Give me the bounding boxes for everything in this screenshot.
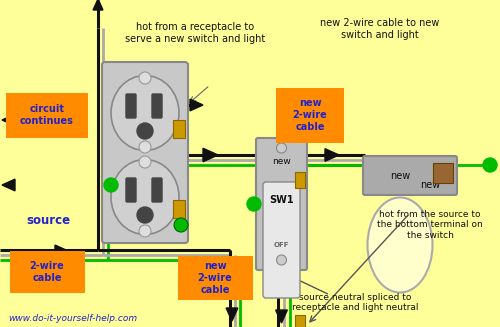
- Circle shape: [139, 156, 151, 168]
- Text: source: source: [26, 214, 70, 227]
- Ellipse shape: [368, 198, 432, 292]
- FancyBboxPatch shape: [363, 156, 457, 195]
- Circle shape: [139, 72, 151, 84]
- FancyBboxPatch shape: [433, 163, 453, 183]
- FancyBboxPatch shape: [256, 138, 307, 270]
- Circle shape: [137, 207, 153, 223]
- Polygon shape: [55, 245, 66, 255]
- Text: new: new: [420, 180, 440, 190]
- Text: SW1: SW1: [269, 195, 294, 205]
- Text: new
2-wire
cable: new 2-wire cable: [292, 98, 328, 131]
- Ellipse shape: [111, 76, 179, 150]
- Text: hot from a receptacle to
serve a new switch and light: hot from a receptacle to serve a new swi…: [125, 22, 265, 43]
- FancyBboxPatch shape: [152, 94, 162, 118]
- Polygon shape: [325, 149, 339, 161]
- Polygon shape: [93, 0, 103, 10]
- Polygon shape: [2, 114, 15, 126]
- FancyBboxPatch shape: [276, 88, 344, 143]
- Circle shape: [174, 218, 188, 232]
- Circle shape: [276, 255, 286, 265]
- Polygon shape: [203, 148, 218, 162]
- Circle shape: [137, 123, 153, 139]
- Circle shape: [104, 178, 118, 192]
- Polygon shape: [276, 310, 287, 323]
- Text: OFF: OFF: [274, 242, 289, 248]
- FancyBboxPatch shape: [10, 251, 85, 293]
- FancyBboxPatch shape: [102, 62, 188, 243]
- Text: www.do-it-yourself-help.com: www.do-it-yourself-help.com: [8, 314, 137, 323]
- Text: hot from the source to
the bottom terminal on
the switch: hot from the source to the bottom termin…: [377, 210, 483, 240]
- Circle shape: [483, 158, 497, 172]
- Text: 2-wire
cable: 2-wire cable: [30, 261, 64, 283]
- Circle shape: [139, 141, 151, 153]
- FancyBboxPatch shape: [178, 256, 252, 300]
- Polygon shape: [2, 179, 15, 191]
- Ellipse shape: [111, 160, 179, 234]
- FancyBboxPatch shape: [295, 172, 305, 188]
- Text: source neutral spliced to
receptacle and light neutral: source neutral spliced to receptacle and…: [292, 293, 418, 312]
- FancyBboxPatch shape: [126, 178, 136, 202]
- Circle shape: [139, 225, 151, 237]
- FancyBboxPatch shape: [295, 315, 305, 327]
- Text: new: new: [390, 171, 410, 181]
- Text: new 2-wire cable to new
switch and light: new 2-wire cable to new switch and light: [320, 18, 440, 40]
- FancyBboxPatch shape: [263, 182, 300, 298]
- FancyBboxPatch shape: [6, 93, 88, 137]
- Text: new: new: [272, 158, 291, 166]
- Text: new
2-wire
cable: new 2-wire cable: [198, 261, 232, 295]
- Text: circuit
continues: circuit continues: [20, 104, 74, 126]
- FancyBboxPatch shape: [126, 94, 136, 118]
- Polygon shape: [190, 99, 203, 111]
- FancyBboxPatch shape: [173, 200, 185, 218]
- Polygon shape: [226, 308, 238, 321]
- FancyBboxPatch shape: [173, 120, 185, 138]
- Circle shape: [276, 143, 286, 153]
- FancyBboxPatch shape: [152, 178, 162, 202]
- Circle shape: [247, 197, 261, 211]
